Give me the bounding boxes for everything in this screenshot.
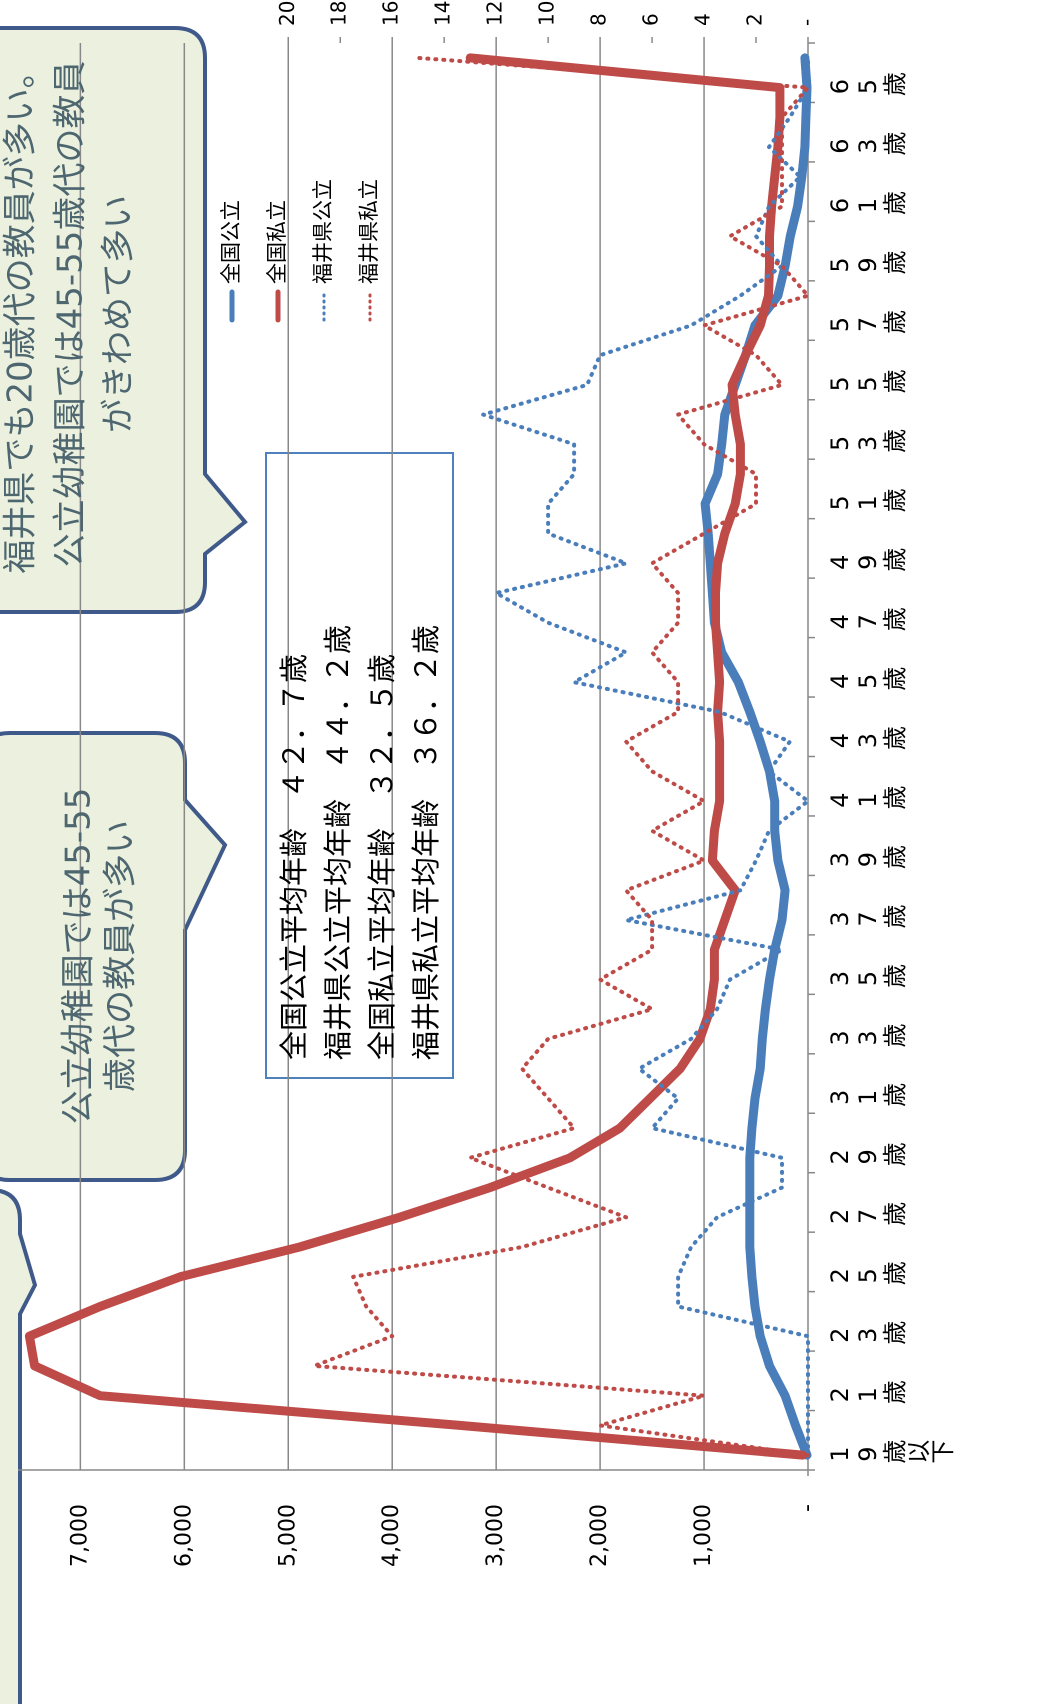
x-tick-label: 47歳 <box>826 608 906 636</box>
legend-label: 全国公立 <box>219 200 243 284</box>
y-tick-label: - <box>795 1504 820 1512</box>
legend-label: 福井県公立 <box>311 179 335 284</box>
stats-text: 全国公立平均年齢 ４２．７歳 <box>277 654 311 1060</box>
stats-text: 福井県私立平均年齢 ３６．２歳 <box>409 625 443 1060</box>
y2-tick-label: 12 <box>483 1 507 26</box>
x-tick-label: 51歳 <box>826 489 906 517</box>
callout-bubble <box>0 26 248 614</box>
x-tick-label: 41歳 <box>826 786 906 814</box>
x-tick-label: 63歳 <box>826 132 906 160</box>
y2-tick-label: 6 <box>639 13 663 26</box>
callout-bubble <box>0 1188 38 1704</box>
series-line <box>481 55 810 1458</box>
y-tick-label: 6,000 <box>171 1504 196 1567</box>
y-tick-label: 5,000 <box>275 1504 300 1567</box>
x-tick-label: 37歳 <box>826 905 906 933</box>
y2-tick-label: 16 <box>379 1 403 26</box>
y2-tick-label: 10 <box>535 1 559 26</box>
y-tick-label: 3,000 <box>483 1504 508 1567</box>
rotated-chart: - 1,000 2,000 3,000 4,000 5,000 6,000 7,000 - 2 4 6… <box>0 1 954 1704</box>
x-tick-label: 59歳 <box>826 251 906 279</box>
series-line <box>312 55 810 1458</box>
x-tick-label: 27歳 <box>826 1202 906 1230</box>
y2-tick-label: - <box>795 19 819 26</box>
series-line <box>24 53 808 1460</box>
callout-text: がきわめて多い <box>99 195 139 433</box>
x-tick-label: 33歳 <box>826 1024 906 1052</box>
stats-text: 全国私立平均年齢 ３２．５歳 <box>365 654 399 1060</box>
legend-label: 全国私立 <box>265 200 289 284</box>
callout-text: 公立幼稚園では45-55 <box>59 788 99 1125</box>
y2-tick-label: 2 <box>743 13 767 26</box>
x-tick-label: 21歳 <box>826 1381 906 1409</box>
y-tick-label: 2,000 <box>587 1504 612 1567</box>
y2-tick-label: 14 <box>431 1 455 26</box>
x-tick-label: 53歳 <box>826 429 906 457</box>
x-tick-label: 25歳 <box>826 1262 906 1290</box>
y-tick-label: 4,000 <box>379 1504 404 1567</box>
callout-text: 公立幼稚園では45-55歳代の教員 <box>51 61 91 568</box>
x-tick-label: 35歳 <box>826 964 906 992</box>
stats-box <box>265 452 454 1079</box>
x-tick-label: 45歳 <box>826 667 906 695</box>
series-line <box>700 53 812 1460</box>
callout-text: 福井県でも20歳代の教員が多い。 <box>1 54 41 573</box>
y-tick-label: 7,000 <box>67 1504 92 1567</box>
y2-tick-label: 8 <box>587 13 611 26</box>
y2-tick-label: 20 <box>275 1 299 26</box>
y2-tick-label: 4 <box>691 13 715 26</box>
x-tick-label: 43歳 <box>826 727 906 755</box>
x-tick-label: 29歳 <box>826 1143 906 1171</box>
x-tick-label: 23歳 <box>826 1321 906 1349</box>
x-tick-label: 19歳以下 <box>826 1440 954 1468</box>
legend-label: 福井県私立 <box>357 179 381 284</box>
y-tick-label: 1,000 <box>691 1504 716 1567</box>
x-tick-label: 49歳 <box>826 548 906 576</box>
x-tick-label: 39歳 <box>826 846 906 874</box>
y2-tick-label: 18 <box>327 1 351 26</box>
x-tick-label: 57歳 <box>826 310 906 338</box>
callout-text: 歳代の教員が多い <box>101 820 141 1092</box>
x-tick-label: 55歳 <box>826 370 906 398</box>
x-tick-label: 31歳 <box>826 1083 906 1111</box>
x-tick-label: 61歳 <box>826 192 906 220</box>
stats-text: 福井県公立平均年齢 ４４．２歳 <box>321 625 355 1060</box>
callout-bubble <box>0 731 228 1182</box>
x-tick-label: 65歳 <box>826 73 906 101</box>
